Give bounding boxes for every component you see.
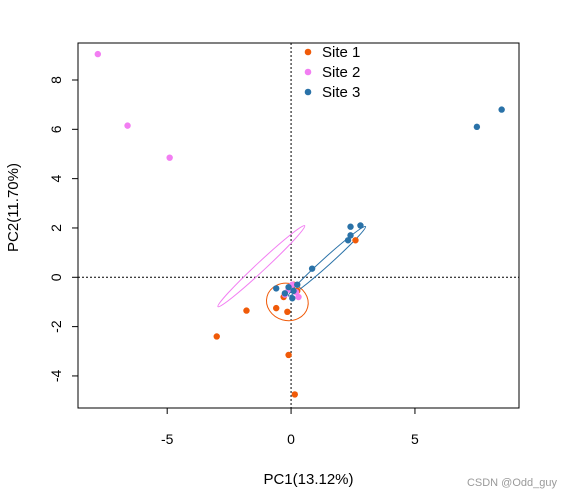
axes-layer: -5 0 5 -4 -2 0 2 4 6 8: [48, 76, 419, 447]
data-point-series-3: [289, 295, 296, 302]
y-tick-label: -2: [48, 320, 64, 333]
legend: Site 1 Site 2 Site 3: [304, 44, 360, 101]
data-point-series-3: [473, 123, 481, 131]
data-point-series-2: [124, 122, 131, 129]
data-point-series-1: [243, 307, 250, 314]
data-point-series-3: [273, 285, 280, 292]
data-point-series-2: [295, 293, 302, 301]
y-tick-label: 6: [48, 125, 64, 133]
legend-marker-series-1: [304, 48, 312, 56]
ellipse-series-2: [217, 225, 306, 308]
x-tick-label: 5: [411, 431, 419, 447]
legend-label-series-2: Site 2: [322, 64, 360, 81]
watermark-text: CSDN @Odd_guy: [466, 477, 557, 489]
legend-label-series-1: Site 1: [322, 44, 360, 61]
y-axis-title: PC2(11.70%): [5, 163, 22, 252]
data-point-series-1: [285, 351, 292, 359]
data-point-series-1: [213, 333, 220, 340]
data-point-series-1: [352, 237, 359, 244]
legend-marker-series-3: [304, 88, 312, 96]
reference-lines-layer: [78, 43, 519, 408]
x-tick-label: 0: [287, 431, 295, 447]
data-point-series-3: [285, 283, 292, 291]
y-tick-label: 2: [48, 224, 64, 232]
data-point-series-3: [347, 223, 354, 230]
data-points-layer: [94, 50, 505, 398]
data-point-series-3: [308, 265, 316, 272]
data-point-series-2: [94, 50, 102, 58]
y-tick-label: -4: [48, 370, 64, 383]
ellipse-series-3: [287, 225, 367, 297]
data-point-series-3: [357, 222, 364, 229]
data-point-series-3: [294, 281, 301, 288]
confidence-ellipses-layer: [217, 225, 367, 322]
data-point-series-1: [284, 308, 291, 316]
data-point-series-1: [273, 304, 280, 312]
data-point-series-3: [347, 232, 354, 239]
legend-label-series-3: Site 3: [322, 84, 360, 101]
plot-frame: [77, 42, 520, 409]
data-point-series-1: [291, 391, 298, 398]
x-tick-label: -5: [161, 431, 174, 447]
y-tick-label: 4: [48, 175, 64, 183]
y-tick-label: 8: [48, 76, 64, 84]
data-point-series-3: [281, 290, 289, 297]
y-tick-label: 0: [48, 273, 64, 281]
data-point-series-3: [290, 287, 297, 295]
data-point-series-3: [344, 237, 352, 244]
legend-marker-series-2: [304, 68, 312, 76]
data-point-series-3: [498, 106, 505, 113]
data-point-series-2: [166, 154, 173, 161]
x-axis-title: PC1(13.12%): [263, 471, 353, 488]
